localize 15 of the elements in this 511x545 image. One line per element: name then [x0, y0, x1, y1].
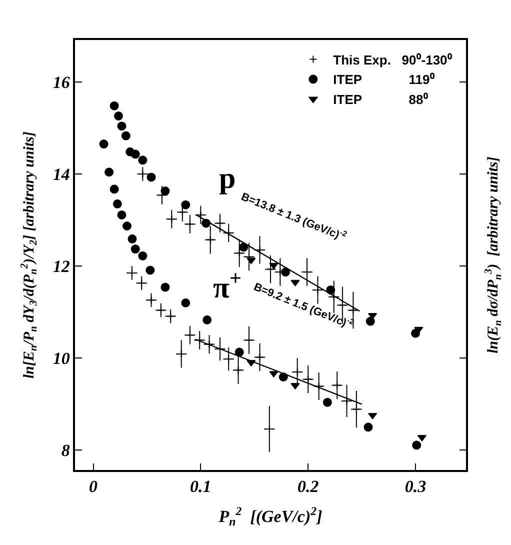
- y-tick-label: 8: [61, 441, 70, 460]
- y-tick-label: 10: [52, 349, 70, 368]
- legend-label: This Exp. 90⁰-130⁰: [333, 52, 452, 68]
- legend-label: ITEP 119⁰: [333, 72, 435, 88]
- x-tick-label: 0.2: [297, 477, 320, 496]
- x-tick-label: 0.3: [404, 477, 427, 496]
- annotation: π$^{+}$: [213, 266, 242, 305]
- y-tick-label: 16: [52, 72, 70, 92]
- y-tick-label: 14: [52, 164, 70, 184]
- x-tick-label: 0.1: [190, 477, 212, 496]
- x-tick-label: 0: [89, 477, 98, 496]
- y-tick-label: 12: [52, 257, 70, 276]
- x-axis-title: P$_{n}$$^{2}$ [(GeV/c)$^{2}$]: [218, 504, 323, 529]
- annotation: p: [219, 162, 236, 195]
- legend-label: ITEP 88⁰: [333, 92, 428, 108]
